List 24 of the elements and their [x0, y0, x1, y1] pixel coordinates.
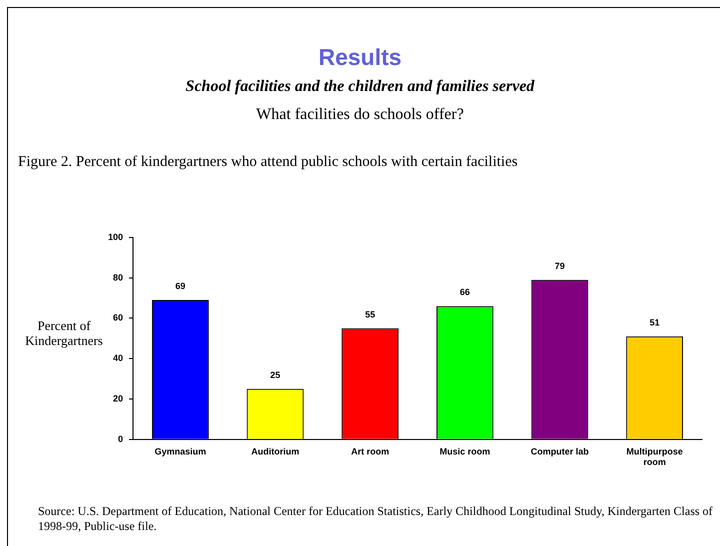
- caption: Figure 2. Percent of kindergartners who attend public schools with certain facilities: [18, 154, 518, 171]
- y-tick-label: 80: [112, 272, 123, 282]
- data-label: 79: [554, 260, 565, 271]
- chart-title: Results: [317, 44, 403, 71]
- data-label: 51: [650, 317, 660, 328]
- x-tick-label: Computer lab: [530, 446, 590, 456]
- data-label: 25: [270, 370, 280, 380]
- text: What facilities do schools offer?: [255, 106, 465, 124]
- data-label: 55: [365, 309, 376, 320]
- x-tick-label: Gymnasium: [154, 446, 206, 456]
- chart-subtitle: School facilities and the children and families served: [184, 78, 536, 96]
- y-tick-label: 100: [108, 232, 123, 242]
- y-tick-label: 20: [112, 393, 123, 404]
- x-tick-label: Multipurpose room: [626, 446, 683, 468]
- source-note: Source: U.S. Department of Education, National Center for Education Statistics, Early Childhood Longitudinal Study, Kindergarten Class of 1998-99, Public-use file.: [38, 504, 714, 534]
- y-tick-label: 60: [112, 312, 123, 323]
- y-tick-label: 40: [112, 353, 123, 364]
- data-label: 66: [460, 287, 470, 298]
- x-tick-label: Art room: [351, 446, 390, 456]
- x-tick-label: Auditorium: [251, 446, 300, 456]
- x-tick-label: Music room: [440, 446, 490, 456]
- y-axis-title: Percent of Kindergartners: [24, 318, 104, 348]
- y-tick-label: 0: [118, 434, 123, 444]
- data-label: 69: [175, 281, 186, 292]
